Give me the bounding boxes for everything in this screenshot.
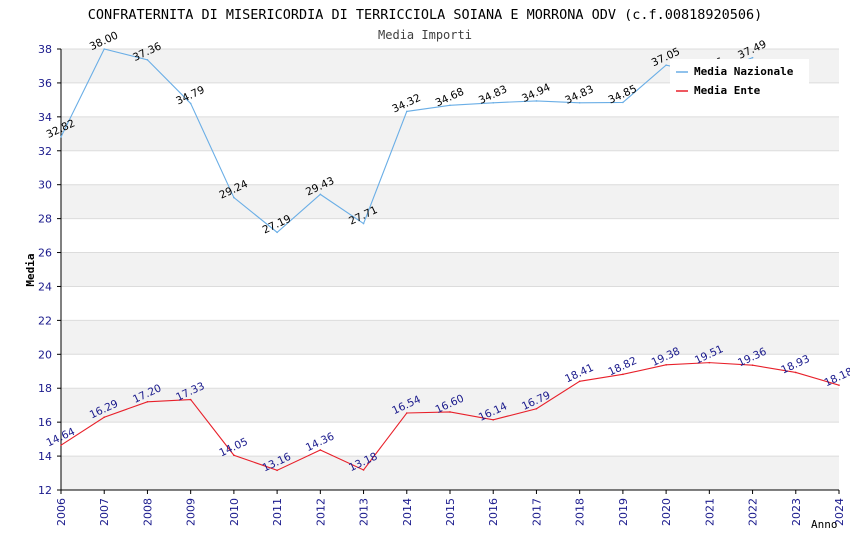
x-tick-label: 2019 [617, 498, 630, 526]
data-point [622, 373, 624, 376]
x-tick-label: 2018 [574, 498, 587, 526]
y-tick-label: 20 [38, 348, 52, 361]
x-tick-label: 2008 [141, 498, 154, 526]
data-point [838, 384, 840, 386]
data-point [362, 469, 365, 471]
grid-band [61, 252, 839, 287]
y-tick-label: 26 [38, 247, 52, 260]
data-point [276, 231, 278, 234]
data-point [276, 469, 278, 472]
data-point [578, 101, 581, 104]
data-point [189, 102, 192, 105]
grid-band [61, 184, 839, 219]
x-tick-label: 2022 [747, 498, 760, 526]
grid-bands [61, 49, 839, 490]
data-point [492, 418, 495, 421]
y-axis-label: Media [24, 253, 37, 286]
x-tick-labels: 2006 2007 2008 2009 2010 2011 2012 2013 2014 2015… [55, 498, 846, 526]
data-point [103, 48, 106, 50]
data-point [60, 136, 62, 138]
legend-box [670, 59, 809, 101]
data-point [751, 364, 754, 366]
grid-band [61, 320, 839, 355]
data-point [578, 380, 581, 383]
axes [57, 48, 840, 494]
x-tick-label: 2006 [55, 498, 68, 526]
data-point [708, 361, 711, 364]
x-tick-label: 2017 [530, 498, 543, 526]
y-tick-label: 32 [38, 145, 52, 158]
y-tick-label: 12 [38, 484, 52, 497]
data-point [405, 110, 408, 113]
data-point [665, 364, 667, 366]
y-tick-label: 14 [38, 450, 52, 463]
chart-subtitle: Media Importi [378, 28, 472, 42]
x-tick-label: 2013 [358, 498, 371, 526]
x-tick-label: 2014 [401, 498, 414, 526]
data-point [449, 104, 451, 107]
data-point [665, 64, 667, 66]
x-tick-label: 2020 [660, 498, 673, 526]
series-lines [60, 48, 840, 472]
data-point [60, 444, 62, 447]
y-tick-label: 28 [38, 213, 52, 226]
x-tick-label: 2007 [98, 498, 111, 526]
grid-band [61, 456, 839, 490]
x-tick-label: 2012 [314, 498, 327, 526]
x-tick-label: 2021 [703, 498, 716, 526]
legend: Media Nazionale Media Ente [670, 59, 809, 101]
y-tick-label: 30 [38, 179, 52, 192]
data-point [146, 401, 149, 403]
data-point [146, 59, 149, 61]
data-point [233, 454, 235, 457]
legend-label-nazionale: Media Nazionale [694, 65, 794, 78]
x-tick-label: 2023 [790, 498, 803, 526]
data-point [103, 416, 106, 419]
y-tick-label: 36 [38, 77, 52, 90]
data-point [751, 56, 754, 59]
x-axis-label: Anno [811, 518, 838, 531]
legend-label-ente: Media Ente [694, 84, 761, 97]
x-tick-label: 2009 [185, 498, 198, 526]
y-tick-label: 16 [38, 416, 52, 429]
data-point [492, 101, 495, 104]
data-point [622, 101, 624, 104]
grid-band [61, 116, 839, 151]
data-point [449, 411, 451, 413]
grid-band [61, 388, 839, 423]
data-point [362, 222, 365, 225]
data-point [535, 407, 538, 410]
data-label: 18.18 [823, 366, 850, 390]
y-tick-label: 22 [38, 314, 52, 327]
y-tick-label: 34 [38, 111, 52, 124]
data-point [794, 371, 797, 374]
y-tick-labels: 12 14 16 18 20 22 24 26 28 30 32 34 36 38 [38, 43, 52, 497]
data-point [535, 100, 538, 102]
data-point [233, 196, 235, 199]
x-tick-label: 2015 [444, 498, 457, 526]
x-tick-label: 2016 [487, 498, 500, 526]
x-tick-label: 2010 [228, 498, 241, 526]
x-tick-label: 2011 [271, 498, 284, 526]
data-point [189, 398, 192, 401]
y-tick-label: 38 [38, 43, 52, 56]
chart-title: CONFRATERNITA DI MISERICORDIA DI TERRICC… [88, 7, 763, 23]
data-point [319, 193, 322, 196]
data-point [405, 412, 408, 414]
data-point [319, 449, 322, 451]
y-tick-label: 24 [38, 280, 52, 293]
x-tick-label: 2024 [833, 498, 846, 526]
y-tick-label: 18 [38, 382, 52, 395]
